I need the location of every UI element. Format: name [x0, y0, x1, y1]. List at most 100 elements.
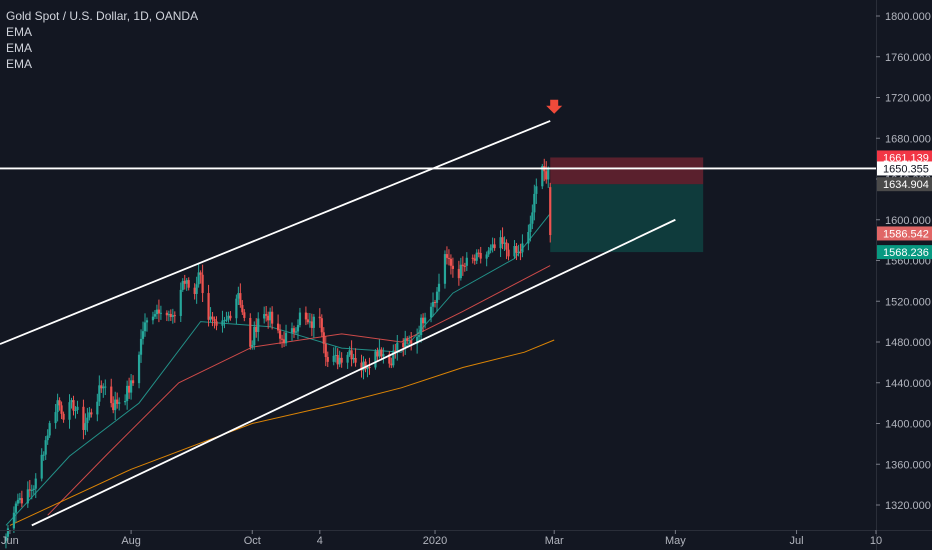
candle [533, 184, 536, 221]
candle [435, 287, 439, 312]
candle-body [445, 254, 449, 258]
candle-body [429, 306, 433, 318]
candle [141, 321, 145, 345]
candle [213, 316, 216, 329]
candle [96, 393, 99, 422]
candle-body [30, 489, 33, 491]
candle-body [112, 403, 115, 411]
candle [70, 397, 73, 409]
candle-body [253, 326, 256, 346]
candle [265, 306, 268, 322]
x-tick-label: May [665, 535, 686, 547]
candle-body [475, 252, 478, 261]
candle [517, 244, 520, 257]
candle [429, 302, 433, 323]
candle-body [515, 246, 518, 253]
candles [4, 158, 552, 549]
ema-indicator-3[interactable]: EMA [6, 57, 33, 71]
candle [294, 327, 298, 335]
candle-body [422, 317, 425, 324]
candle [32, 485, 35, 495]
candle [229, 311, 232, 321]
candle-body [241, 304, 244, 313]
price-badge-bg [877, 150, 932, 165]
candle-body [449, 258, 453, 266]
candle-body [221, 320, 224, 326]
candle [296, 319, 300, 340]
candle [350, 340, 353, 367]
candle-body [380, 349, 383, 357]
ema-indicator-2[interactable]: EMA [6, 41, 33, 55]
candle [437, 273, 441, 300]
candle [269, 307, 272, 328]
candle-body [431, 302, 435, 307]
candle [320, 314, 323, 337]
candle [422, 313, 425, 332]
candle [282, 331, 286, 347]
candle-body [276, 323, 280, 331]
candle-body [362, 361, 365, 371]
candle [543, 158, 546, 182]
candle-body [165, 312, 168, 316]
candle [143, 313, 147, 337]
candle [374, 349, 377, 370]
candle [382, 347, 385, 364]
candle [74, 406, 77, 419]
candle [167, 310, 170, 322]
price-badge: 1634.904 [877, 177, 932, 192]
candle-body [513, 246, 516, 257]
candle [308, 313, 311, 328]
candle-body [310, 321, 313, 328]
candle [487, 246, 490, 258]
candle-body [489, 247, 492, 251]
candle-body [185, 280, 188, 284]
candle [304, 306, 308, 326]
candle [306, 312, 309, 325]
candle [201, 264, 204, 303]
candle-body [118, 402, 121, 404]
symbol-title[interactable]: Gold Spot / U.S. Dollar, 1D, OANDA [6, 9, 199, 23]
candle-body [352, 357, 355, 360]
y-tick-label: 1400.000 [885, 419, 931, 431]
candle-body [479, 252, 482, 259]
candle [447, 249, 451, 266]
candle-body [282, 339, 286, 344]
candle [276, 314, 280, 334]
stop-loss-zone [550, 157, 704, 185]
y-tick-label: 1720.000 [885, 93, 931, 105]
candle [461, 256, 464, 276]
candle-body [473, 258, 476, 261]
candle-body [545, 171, 548, 180]
candle [235, 294, 238, 325]
candle [128, 377, 131, 399]
candle-body [517, 252, 520, 254]
candle-body [541, 166, 544, 187]
candle [420, 314, 423, 343]
candle [145, 317, 149, 332]
candle-body [88, 412, 91, 418]
candle-body [249, 317, 252, 347]
candle-body [477, 252, 480, 254]
candle [503, 236, 506, 251]
candle-body [408, 340, 411, 342]
candle [529, 215, 532, 242]
candle-body [48, 423, 51, 436]
ema-indicator-1[interactable]: EMA [6, 25, 33, 39]
short-position-tool [550, 157, 704, 253]
candle [84, 413, 87, 436]
candle-body [320, 318, 323, 333]
candle-body [157, 309, 161, 314]
candle-body [40, 454, 43, 479]
candle [42, 451, 45, 461]
candle [280, 334, 284, 348]
candle-body [131, 380, 135, 384]
candle-body [529, 223, 532, 233]
candle-body [86, 417, 89, 424]
candle-body [402, 342, 405, 348]
candle [104, 379, 107, 396]
candle [124, 394, 127, 406]
candle [179, 282, 182, 323]
candle-body [296, 325, 300, 332]
candle [545, 161, 548, 184]
